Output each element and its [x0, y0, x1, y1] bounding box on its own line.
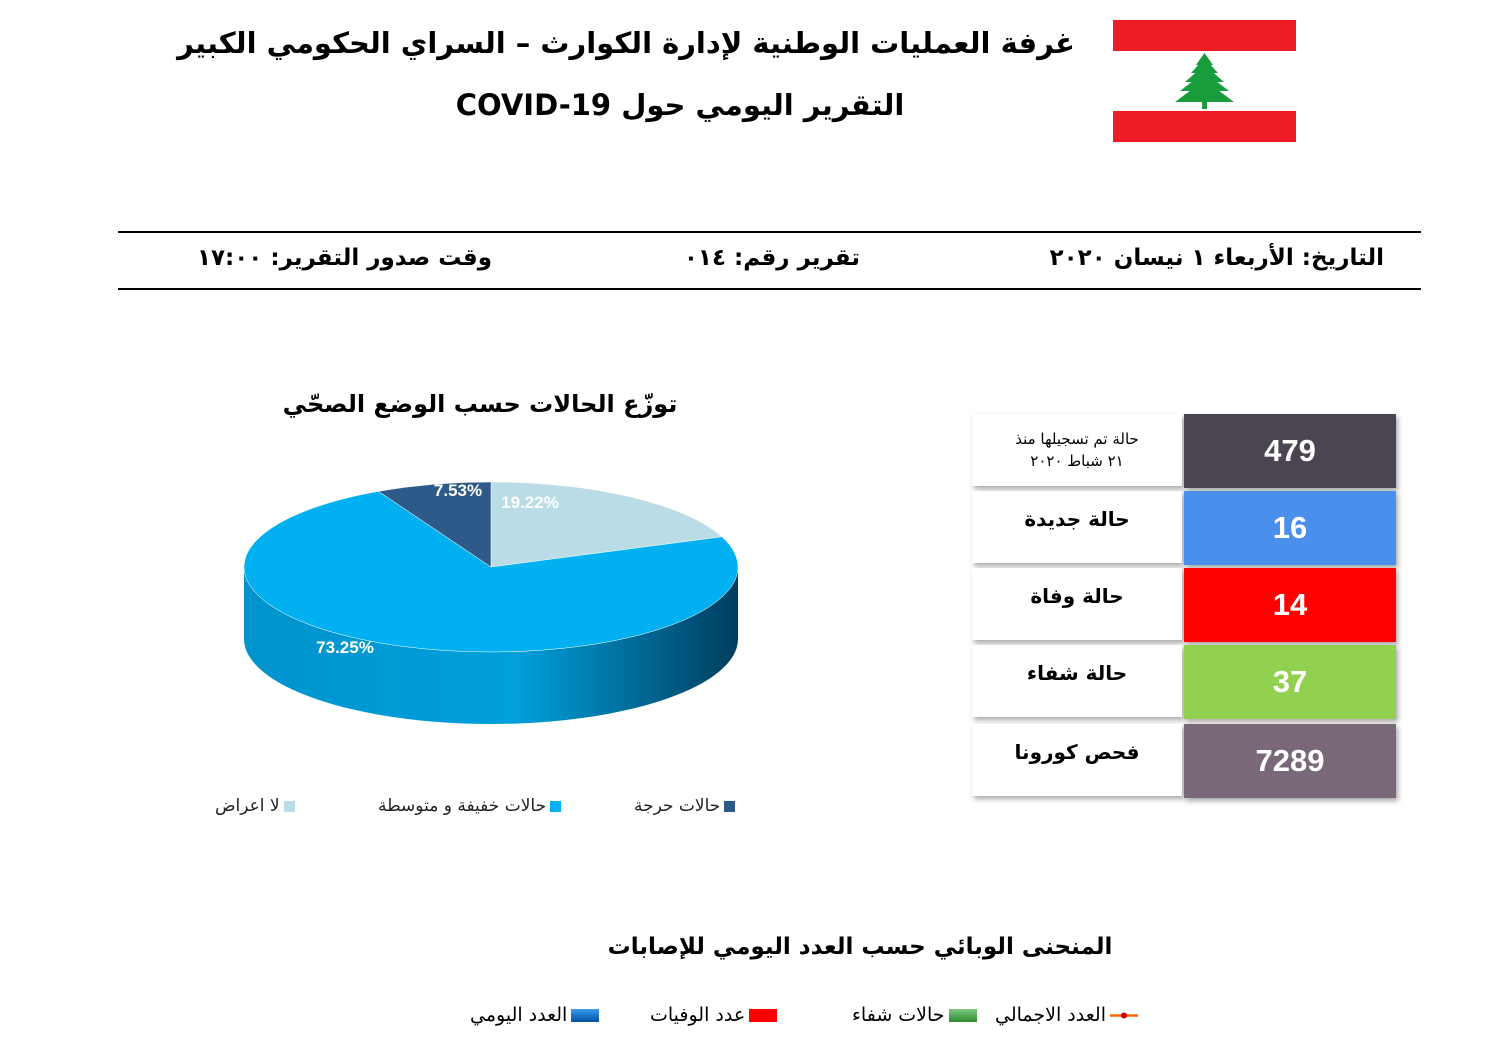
curve-legend-label: العدد الاجمالي — [995, 1004, 1106, 1026]
pie-chart-title: توزّع الحالات حسب الوضع الصحّي — [282, 390, 678, 418]
legend-item-mild: حالات خفيفة و متوسطة — [378, 796, 562, 816]
stat-label: حالة تم تسجيلها منذ ٢١ شباط ٢٠٢٠ — [972, 414, 1182, 486]
pie-data-label: 7.53% — [434, 481, 482, 500]
divider-bottom — [118, 288, 1421, 290]
report-time: وقت صدور التقرير: ١٧:٠٠ — [196, 245, 492, 271]
curve-legend-daily: العدد اليومي — [470, 1004, 600, 1026]
page-title: غرفة العمليات الوطنية لإدارة الكوارث – ا… — [177, 26, 1075, 60]
legend-swatch-icon — [550, 800, 562, 812]
curve-legend-label: العدد اليومي — [470, 1004, 568, 1026]
pie-data-label: 73.25% — [316, 638, 374, 657]
stat-label-line: ٢١ شباط ٢٠٢٠ — [1030, 452, 1124, 470]
curve-legend-deaths: عدد الوفيات — [650, 1004, 778, 1026]
stat-value: 37 — [1184, 645, 1396, 719]
pie-slice — [243, 491, 739, 653]
pie-data-label: 19.22% — [501, 493, 559, 512]
legend-item-critical: حالات حرجة — [634, 796, 736, 816]
curve-legend-label: عدد الوفيات — [650, 1004, 746, 1026]
pie-slice — [377, 481, 492, 568]
legend-label: حالات حرجة — [634, 796, 721, 816]
pie-chart: 19.22% 73.25% 7.53% — [243, 481, 739, 724]
stat-value: 479 — [1184, 414, 1396, 488]
legend-item-no-symptoms: لا اعراض — [215, 796, 295, 816]
page-subtitle: التقرير اليومي حول COVID-19 — [455, 88, 905, 122]
curve-chart-title: المنحنى الوبائي حسب العدد اليومي للإصابا… — [607, 934, 1113, 960]
legend-swatch-icon — [724, 800, 736, 812]
pie-slice — [490, 481, 723, 568]
divider-top — [118, 231, 1421, 233]
legend-swatch-icon — [283, 800, 295, 812]
stat-label: حالة شفاء — [972, 645, 1182, 717]
lebanon-flag-icon — [1113, 20, 1296, 142]
report-date: التاريخ: الأربعاء ١ نيسان ٢٠٢٠ — [1049, 245, 1384, 271]
stat-row-total: حالة تم تسجيلها منذ ٢١ شباط ٢٠٢٠ 479 — [972, 414, 1398, 490]
swatch-icon — [571, 1009, 600, 1022]
stat-value: 16 — [1184, 491, 1396, 565]
stat-row-deaths: حالة وفاة 14 — [972, 568, 1398, 644]
stat-value: 7289 — [1184, 724, 1396, 798]
stat-label-line: حالة تم تسجيلها منذ — [1015, 429, 1139, 448]
stat-label: حالة وفاة — [972, 568, 1182, 640]
curve-legend-recovered: حالات شفاء — [852, 1004, 977, 1026]
stat-label: حالة جديدة — [972, 491, 1182, 563]
report-number: تقرير رقم: ٠١٤ — [683, 245, 860, 271]
swatch-icon — [948, 1009, 977, 1022]
line-marker-icon — [1109, 1012, 1138, 1019]
stat-value: 14 — [1184, 568, 1396, 642]
pie-side-wall — [244, 567, 738, 724]
legend-label: حالات خفيفة و متوسطة — [378, 796, 547, 816]
legend-label: لا اعراض — [215, 796, 280, 816]
curve-legend-total: العدد الاجمالي — [995, 1004, 1138, 1026]
stat-label: فحص كورونا — [972, 724, 1182, 796]
swatch-icon — [749, 1009, 778, 1022]
curve-legend-label: حالات شفاء — [852, 1004, 945, 1026]
stat-row-new: حالة جديدة 16 — [972, 491, 1398, 567]
stat-row-recovered: حالة شفاء 37 — [972, 645, 1398, 721]
stat-row-tests: فحص كورونا 7289 — [972, 724, 1398, 800]
